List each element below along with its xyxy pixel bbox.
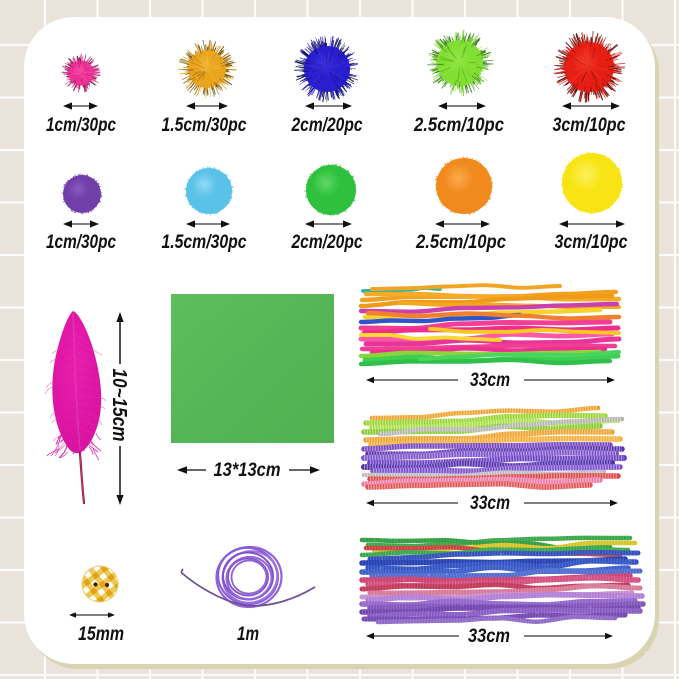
svg-text:33cm: 33cm xyxy=(470,370,510,391)
svg-text:1cm/30pc: 1cm/30pc xyxy=(46,232,116,253)
svg-text:3cm/10pc: 3cm/10pc xyxy=(555,232,628,253)
svg-text:33cm: 33cm xyxy=(470,493,510,514)
svg-text:1m: 1m xyxy=(237,624,259,645)
svg-text:2.5cm/10pc: 2.5cm/10pc xyxy=(413,115,504,136)
svg-text:3cm/10pc: 3cm/10pc xyxy=(553,115,626,136)
svg-text:10~15cm: 10~15cm xyxy=(108,369,130,442)
svg-text:2.5cm/10pc: 2.5cm/10pc xyxy=(415,232,506,253)
svg-text:13*13cm: 13*13cm xyxy=(214,460,281,481)
svg-text:33cm: 33cm xyxy=(468,626,510,647)
svg-text:2cm/20pc: 2cm/20pc xyxy=(291,115,363,136)
svg-text:15mm: 15mm xyxy=(78,624,124,645)
svg-text:1.5cm/30pc: 1.5cm/30pc xyxy=(162,115,247,136)
svg-text:1.5cm/30pc: 1.5cm/30pc xyxy=(162,232,247,253)
svg-text:1cm/30pc: 1cm/30pc xyxy=(46,115,116,136)
svg-text:2cm/20pc: 2cm/20pc xyxy=(291,232,363,253)
